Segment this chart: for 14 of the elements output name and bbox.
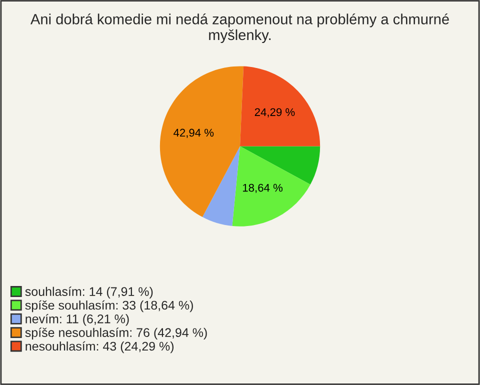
chart-title: Ani dobrá komedie mi nedá zapomenout na problémy a chmurné myšlenky. bbox=[30, 13, 449, 44]
data-label: 24,29 % bbox=[254, 108, 295, 118]
data-label: 42,94 % bbox=[174, 128, 214, 138]
pie-slice bbox=[240, 146, 320, 184]
pie-slice bbox=[202, 146, 240, 226]
pie-slice bbox=[240, 66, 320, 146]
legend-label: nesouhlasím: 43 (24,29 %) bbox=[26, 341, 174, 354]
pie-slice bbox=[232, 146, 310, 226]
data-label: 18,64 % bbox=[242, 184, 283, 194]
legend-label: nevím: 11 (6,21 %) bbox=[26, 314, 129, 326]
legend-label: spíše souhlasím: 33 (18,64 %) bbox=[25, 300, 193, 312]
legend-label: souhlasím: 14 (7,91 %) bbox=[25, 286, 153, 298]
pie-slice bbox=[160, 66, 244, 218]
legend-label: spíše nesouhlasím: 76 (42,94 %) bbox=[25, 328, 207, 340]
